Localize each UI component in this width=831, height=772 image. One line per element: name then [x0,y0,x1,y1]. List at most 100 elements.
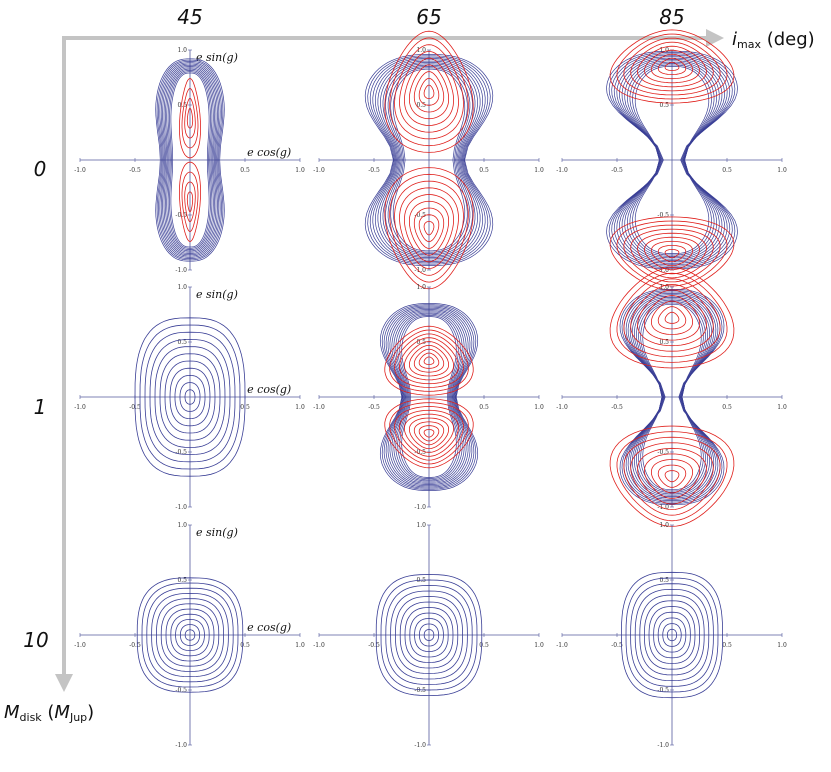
y-tick-label: 1.0 [659,47,669,54]
librating-orbit-upper [630,283,714,352]
librating-orbit-upper [184,97,196,139]
x-tick-label: 1.0 [534,404,544,411]
circulating-orbit [619,57,725,263]
x-tick-label: 0.5 [240,167,250,174]
circulating-orbit [606,50,738,270]
circulating-orbit [623,291,721,503]
panel-imax85-mdisk1: -1.0 -0.5 0.5 1.0 1.0 0.5 -0.5 -1.0 [556,267,787,527]
librating-orbit-lower [399,409,459,457]
librating-orbit-lower [389,402,469,465]
circulating-orbit [385,585,473,685]
librating-orbit-lower [664,470,680,483]
x-tick-label: -0.5 [611,404,623,411]
librating-orbit-lower [418,214,440,243]
x-tick-label: -1.0 [74,404,86,411]
circulating-orbit [164,67,216,253]
imax-title-sub: max [737,38,761,51]
circulating-orbit [166,68,214,252]
circulating-orbit [387,307,471,487]
circulating-orbit [165,608,215,662]
x-tick-label: -1.0 [74,642,86,649]
librating-orbit-lower [418,425,440,442]
panel-imax65-mdisk10: -1.0 -0.5 0.5 1.01.00.5-0.5-1.0 [313,522,544,749]
x-tick-label: 0.5 [479,404,489,411]
circulating-orbit [380,62,478,258]
y-tick-label: -1.0 [175,504,187,511]
circulating-orbit [134,317,246,477]
y-tick-label: -1.0 [175,742,187,749]
circulating-orbit [399,601,459,669]
x-tick-label: 1.0 [295,642,305,649]
y-tick-label: -1.0 [175,267,187,274]
circulating-orbit [409,612,449,658]
y-tick-label: 1.0 [416,47,426,54]
mdisk-title-unit-sub: Jup [69,711,87,724]
librating-orbit-upper [664,311,680,324]
circulating-orbit [404,607,454,663]
librating-orbit-lower [186,191,194,213]
circulating-orbit [154,346,226,448]
circulating-orbit [393,311,465,483]
circulating-orbit [401,316,457,478]
librating-orbit-upper [630,41,714,92]
column-header-45: 45 [177,5,202,29]
librating-orbit-upper [651,53,693,80]
y-axis-label: e sin(g) [196,51,238,64]
librating-orbit-upper [389,329,469,392]
row-header-10: 10 [23,628,48,652]
librating-orbit-lower [413,421,445,446]
y-axis-label: e sin(g) [196,526,238,539]
circulating-orbit [394,596,464,674]
panel-imax85-mdisk0: -1.0 -0.5 0.5 1.0 1.0 0.5 -0.5 -1.0 [556,29,787,291]
circulating-orbit [155,58,225,262]
y-tick-label: -1.0 [414,267,426,274]
circulating-orbit [372,58,486,262]
circulating-orbit [414,618,444,652]
x-tick-label: 1.0 [777,167,787,174]
y-tick-label: 1.0 [659,284,669,291]
circulating-orbit [136,577,244,693]
circulating-orbit [160,603,220,667]
librating-orbit-upper [623,37,721,96]
mdisk-title-close: ) [87,702,94,723]
x-tick-label: 0.5 [479,167,489,174]
mdisk-arrowhead [55,674,73,692]
circulating-orbit [630,583,714,687]
circulating-orbit [619,288,725,506]
librating-orbit-lower [389,173,469,283]
row-header-0: 0 [34,157,47,181]
librating-orbit-upper [423,84,435,99]
librating-orbit-lower [630,442,714,511]
x-tick-label: 1.0 [777,404,787,411]
x-tick-label: -1.0 [74,167,86,174]
librating-orbit-upper [394,44,464,140]
circulating-orbit [390,67,468,253]
librating-orbit-lower [399,187,459,270]
circulating-orbit [184,389,196,405]
x-tick-label: -0.5 [129,167,141,174]
librating-orbit-lower [616,220,728,287]
x-tick-label: -0.5 [611,642,623,649]
y-tick-label: -1.0 [657,267,669,274]
x-tick-label: -0.5 [129,642,141,649]
x-tick-label: 1.0 [295,167,305,174]
librating-orbit-lower [413,207,445,249]
librating-orbit-upper [423,356,435,365]
y-tick-label: -1.0 [657,742,669,749]
circulating-orbit [620,571,724,699]
circulating-orbit [141,582,239,688]
librating-orbit-lower [651,240,693,267]
circulating-orbit [383,305,475,489]
circulating-orbit [369,56,489,264]
circulating-orbit [380,579,478,691]
imax-axis-title: imax (deg) [732,29,815,51]
imax-title-unit: (deg) [761,29,815,50]
circulating-orbit [625,577,719,693]
librating-orbit-lower [644,453,700,499]
circulating-orbit [385,306,473,488]
librating-orbit-upper [418,352,440,369]
x-tick-label: 1.0 [534,642,544,649]
circulating-orbit [175,618,205,652]
librating-orbit-lower [409,417,449,450]
